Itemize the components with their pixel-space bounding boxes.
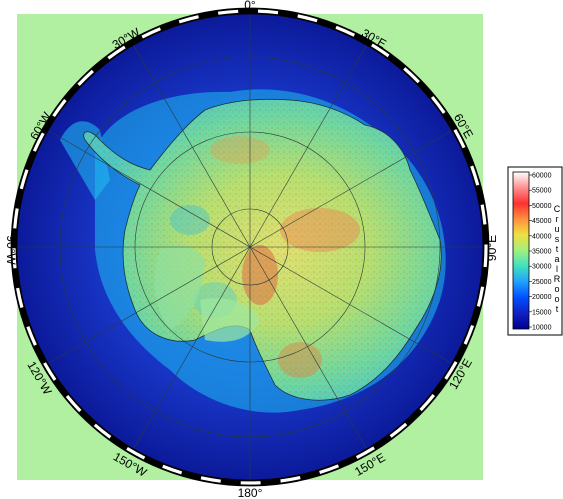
label-90e: 90°E	[485, 235, 499, 261]
colorbar-title-letter: r	[556, 214, 559, 224]
colorbar-title-letter: s	[555, 234, 560, 244]
colorbar-tick-label: 15000	[532, 309, 552, 316]
colorbar-title-letter: a	[554, 254, 559, 264]
colorbar-title-letter: t	[556, 304, 559, 314]
colorbar-title-letter: C	[554, 204, 561, 214]
label-180: 180°	[238, 486, 263, 499]
colorbar-ticks: 60000 55000 50000 45000 40000 35000 30000 25000…	[529, 173, 552, 332]
colorbar-tick-label: 50000	[532, 203, 552, 210]
colorbar-title-letter: l	[556, 264, 558, 274]
colorbar: 60000 55000 50000 45000 40000 35000 30000 25000…	[507, 166, 563, 336]
colorbar-title-letter: R	[554, 274, 561, 284]
colorbar-title-letter: o	[554, 284, 559, 294]
colorbar-title-letter: o	[554, 294, 559, 304]
antarctica-landmass	[83, 98, 442, 401]
colorbar-tick-label: 60000	[532, 173, 552, 180]
colorbar-tick-label: 20000	[532, 294, 552, 301]
label-0: 0°	[244, 0, 256, 12]
colorbar-tick-label: 10000	[532, 325, 552, 332]
colorbar-ramp	[512, 171, 530, 330]
colorbar-title-letter: u	[554, 224, 559, 234]
colorbar-tick-label: 45000	[532, 218, 552, 225]
colorbar-tick-label: 55000	[532, 188, 552, 195]
label-90w: 90°W	[4, 235, 18, 265]
colorbar-tick-label: 25000	[532, 279, 552, 286]
graticule	[17, 14, 483, 480]
colorbar-title-letter: t	[556, 244, 559, 254]
colorbar-tick-label: 35000	[532, 249, 552, 256]
colorbar-tick-label: 30000	[532, 264, 552, 271]
map-border	[10, 7, 490, 487]
colorbar-tick-label: 40000	[532, 233, 552, 240]
